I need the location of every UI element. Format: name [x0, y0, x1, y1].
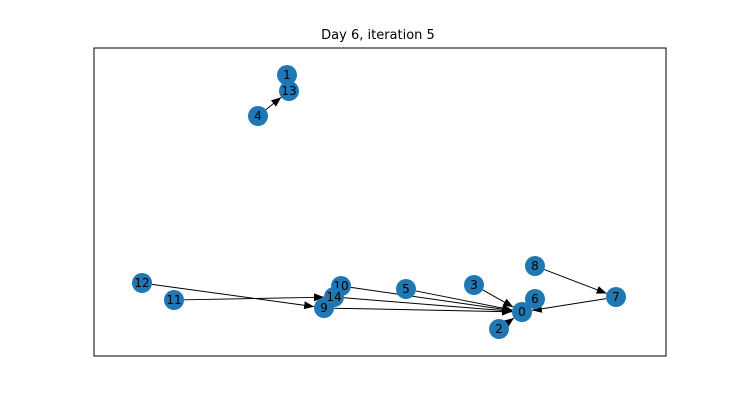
node-label: 4 — [254, 109, 262, 123]
node-label: 9 — [320, 301, 328, 315]
edge-14-to-0 — [343, 297, 513, 315]
edge-layer — [151, 96, 607, 328]
node-circle — [324, 287, 344, 307]
node-circle — [525, 289, 545, 309]
node-circle — [606, 287, 626, 307]
node-label: 12 — [134, 276, 149, 290]
edge-4-to-13 — [265, 96, 282, 111]
node-3: 3 — [464, 275, 484, 295]
node-label: 6 — [531, 292, 539, 306]
node-0: 0 — [512, 302, 532, 322]
edge-11-to-14 — [183, 293, 325, 302]
node-6: 6 — [525, 289, 545, 309]
edge-3-to-0 — [482, 289, 514, 308]
node-circle — [525, 256, 545, 276]
node-label: 0 — [518, 305, 526, 319]
node-label: 3 — [470, 278, 478, 292]
plot-frame — [93, 47, 667, 357]
node-circle — [277, 65, 297, 85]
edge-7-to-0 — [531, 298, 607, 313]
diagram-title: Day 6, iteration 5 — [321, 28, 435, 43]
node-circle — [279, 81, 299, 101]
node-14: 14 — [324, 287, 344, 307]
edge-9-to-0 — [333, 307, 513, 316]
node-label: 11 — [166, 293, 181, 307]
node-5: 5 — [396, 279, 416, 299]
node-label: 1 — [283, 68, 291, 82]
node-label: 2 — [495, 322, 503, 336]
node-label: 7 — [612, 290, 620, 304]
node-circle — [489, 319, 509, 339]
node-label: 8 — [531, 259, 539, 273]
node-13: 13 — [279, 81, 299, 101]
node-label: 13 — [281, 84, 296, 98]
node-2: 2 — [489, 319, 509, 339]
node-label: 14 — [326, 290, 341, 304]
edge-10-to-0 — [350, 286, 513, 314]
node-circle — [248, 106, 268, 126]
node-4: 4 — [248, 106, 268, 126]
node-11: 11 — [164, 290, 184, 310]
edge-5-to-0 — [415, 290, 513, 313]
node-circle — [132, 273, 152, 293]
node-circle — [164, 290, 184, 310]
node-label: 5 — [402, 282, 410, 296]
node-12: 12 — [132, 273, 152, 293]
node-circle — [464, 275, 484, 295]
node-7: 7 — [606, 287, 626, 307]
node-1: 1 — [277, 65, 297, 85]
edge-2-to-0 — [503, 317, 515, 328]
node-circle — [396, 279, 416, 299]
edge-12-to-9 — [151, 283, 315, 310]
edge-8-to-7 — [544, 269, 607, 294]
node-8: 8 — [525, 256, 545, 276]
node-circle — [512, 302, 532, 322]
